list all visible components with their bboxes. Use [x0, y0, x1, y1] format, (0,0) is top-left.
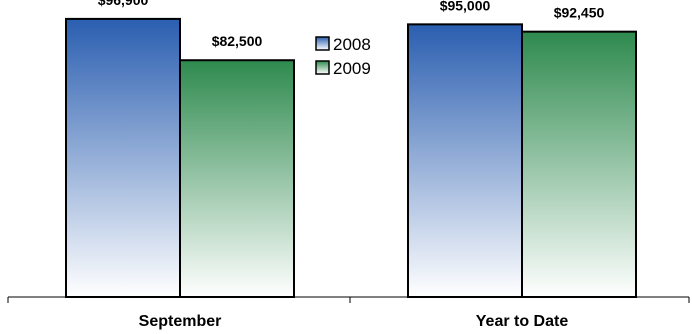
legend: 2008 2009 [315, 35, 371, 78]
legend-swatch-2008 [315, 36, 330, 51]
bars-group [65, 17, 637, 299]
bar-2008-september [65, 17, 181, 298]
bar-2008-year-to-date [407, 23, 523, 298]
category-label: Year to Date [476, 313, 569, 330]
legend-label-2009: 2009 [333, 59, 371, 78]
category-labels: September Year to Date [139, 313, 569, 330]
data-label: $95,000 [440, 0, 491, 13]
data-labels: $96,900 $82,500 $95,000 $92,450 [98, 0, 605, 49]
legend-swatch-2009 [315, 60, 330, 75]
data-label: $82,500 [212, 33, 263, 49]
legend-label-2008: 2008 [333, 35, 371, 54]
data-label: $92,450 [554, 5, 605, 21]
data-label: $96,900 [98, 0, 149, 8]
category-label: September [139, 313, 222, 330]
x-axis [7, 296, 690, 303]
bar-2009-year-to-date [521, 30, 637, 299]
bar-2009-september [179, 59, 295, 298]
